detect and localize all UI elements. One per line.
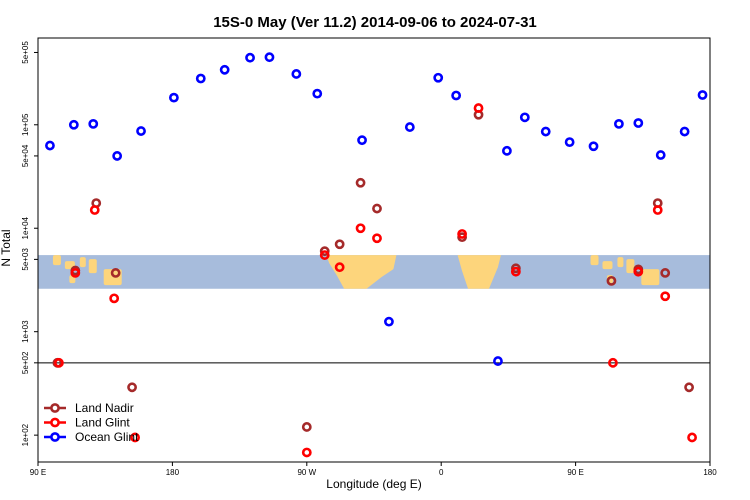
- legend-marker: [50, 403, 60, 413]
- point-ocean-glint: [502, 145, 512, 156]
- point-ocean-glint: [112, 151, 123, 161]
- point-ocean-glint: [384, 316, 394, 327]
- x-tick-label: 90 W: [297, 468, 316, 477]
- point-land-glint: [660, 291, 671, 302]
- y-tick-label: 5e+05: [21, 41, 30, 64]
- point-land-glint: [457, 229, 468, 239]
- y-tick-label: 1e+03: [21, 320, 30, 343]
- point-land-nadir: [684, 382, 694, 393]
- point-land-glint: [319, 250, 330, 260]
- legend-label: Land Glint: [75, 416, 130, 430]
- land-south-america: [326, 255, 397, 289]
- point-ocean-glint: [136, 126, 146, 136]
- y-tick-label: 5e+03: [21, 248, 30, 271]
- legend-label: Land Nadir: [75, 401, 134, 415]
- point-ocean-glint: [564, 137, 575, 148]
- y-axis-label: N Total: [0, 229, 13, 266]
- point-ocean-glint: [195, 73, 206, 84]
- point-land-glint: [301, 447, 312, 458]
- land-africa: [457, 255, 501, 289]
- point-ocean-glint: [451, 90, 462, 101]
- land-islands-west: [103, 269, 122, 286]
- point-land-glint: [372, 233, 382, 244]
- chart-title: 15S-0 May (Ver 11.2) 2014-09-06 to 2024-…: [213, 14, 537, 31]
- point-ocean-glint: [540, 126, 551, 137]
- x-tick-label: 90 E: [567, 468, 583, 477]
- point-land-glint: [652, 205, 663, 215]
- x-tick-label: 90 E: [30, 468, 46, 477]
- y-tick-label: 5e+04: [21, 144, 30, 167]
- point-ocean-glint: [357, 135, 367, 146]
- y-axis: 1e+02 5e+02 1e+03 5e+03 1e+04 5e+04 1e+05 5e+05: [21, 41, 38, 446]
- land-islands-east: [617, 257, 624, 268]
- point-ocean-glint: [519, 112, 530, 123]
- point-land-glint: [109, 293, 120, 304]
- point-ocean-glint: [68, 119, 79, 130]
- point-ocean-glint: [219, 64, 230, 75]
- point-land-nadir: [301, 422, 312, 432]
- land-islands-east: [602, 261, 613, 270]
- point-ocean-glint: [655, 150, 666, 160]
- point-ocean-glint: [404, 122, 415, 132]
- point-ocean-glint: [633, 118, 644, 128]
- plot-frame: [37, 37, 711, 463]
- point-ocean-glint: [614, 118, 624, 129]
- point-land-glint: [130, 432, 140, 443]
- land-islands-east: [641, 269, 660, 286]
- point-ocean-glint: [312, 88, 323, 99]
- x-axis: 90 E 180 90 W 0 90 E 180: [30, 462, 717, 477]
- point-land-glint: [510, 266, 521, 277]
- point-ocean-glint: [45, 140, 55, 151]
- y-tick-label: 5e+02: [21, 351, 30, 374]
- point-ocean-glint: [433, 72, 444, 83]
- land-islands-east: [590, 255, 599, 266]
- point-land-nadir: [334, 239, 345, 250]
- point-land-glint: [355, 223, 366, 234]
- point-ocean-glint: [493, 356, 503, 366]
- point-land-glint: [608, 357, 618, 368]
- data-points: [45, 52, 708, 458]
- land-islands-west: [79, 257, 86, 268]
- point-ocean-glint: [245, 52, 255, 63]
- point-land-nadir: [127, 382, 137, 393]
- point-land-glint: [70, 268, 81, 278]
- point-land-nadir: [319, 246, 330, 257]
- point-land-glint: [687, 432, 697, 443]
- point-land-glint: [54, 357, 64, 368]
- legend-marker: [50, 417, 60, 428]
- land-islands-west: [88, 259, 97, 274]
- point-land-nadir: [372, 203, 382, 214]
- legend-marker: [50, 432, 60, 442]
- land-islands-west: [52, 255, 61, 266]
- point-ocean-glint: [291, 69, 302, 79]
- map-background: [38, 255, 710, 289]
- x-tick-label: 180: [166, 468, 180, 477]
- point-ocean-glint: [697, 90, 708, 100]
- point-ocean-glint: [168, 92, 179, 103]
- point-land-glint: [473, 103, 484, 113]
- point-land-nadir: [660, 268, 671, 278]
- point-land-nadir: [355, 177, 366, 188]
- point-land-glint: [334, 262, 345, 273]
- y-tick-label: 1e+04: [21, 216, 30, 239]
- point-land-glint: [89, 205, 100, 215]
- point-ocean-glint: [264, 52, 275, 63]
- x-axis-label: Longitude (deg E): [326, 477, 421, 491]
- point-land-nadir: [606, 275, 617, 286]
- y-tick-label: 1e+05: [21, 113, 30, 136]
- point-ocean-glint: [679, 126, 690, 137]
- y-tick-label: 1e+02: [21, 423, 30, 446]
- point-land-nadir: [110, 268, 121, 278]
- legend-label: Ocean Glint: [75, 430, 139, 444]
- x-tick-label: 0: [439, 468, 444, 477]
- land-islands-east: [626, 259, 635, 274]
- point-land-glint: [633, 266, 644, 277]
- point-ocean-glint: [88, 118, 99, 129]
- x-tick-label: 180: [703, 468, 717, 477]
- point-land-nadir: [510, 263, 521, 274]
- point-ocean-glint: [588, 141, 599, 152]
